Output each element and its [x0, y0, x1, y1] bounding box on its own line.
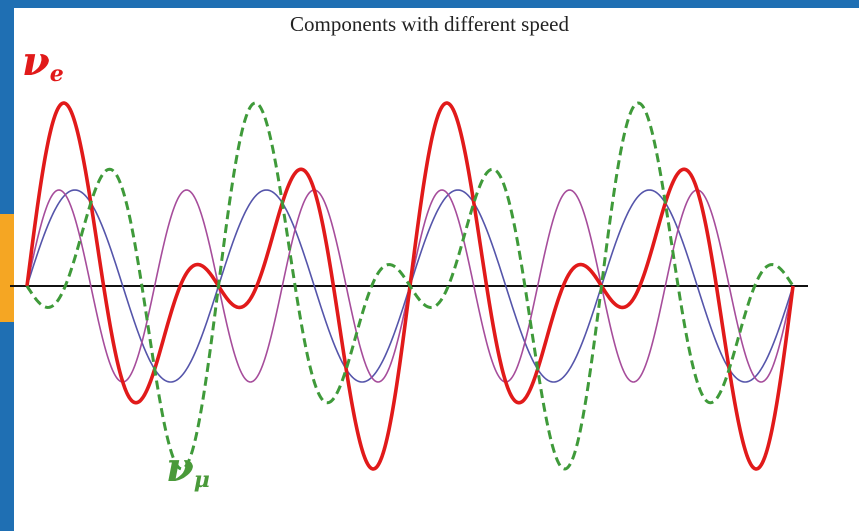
series-label-nu-mu: νμ: [166, 444, 210, 493]
series-layer: [25, 101, 795, 471]
series-label-nu-e: νe: [22, 38, 64, 87]
chart-title: Components with different speed: [290, 12, 569, 36]
frame-orange-tab: [0, 214, 14, 322]
frame-top-bar: [0, 0, 859, 8]
series-line-4: [25, 101, 795, 471]
